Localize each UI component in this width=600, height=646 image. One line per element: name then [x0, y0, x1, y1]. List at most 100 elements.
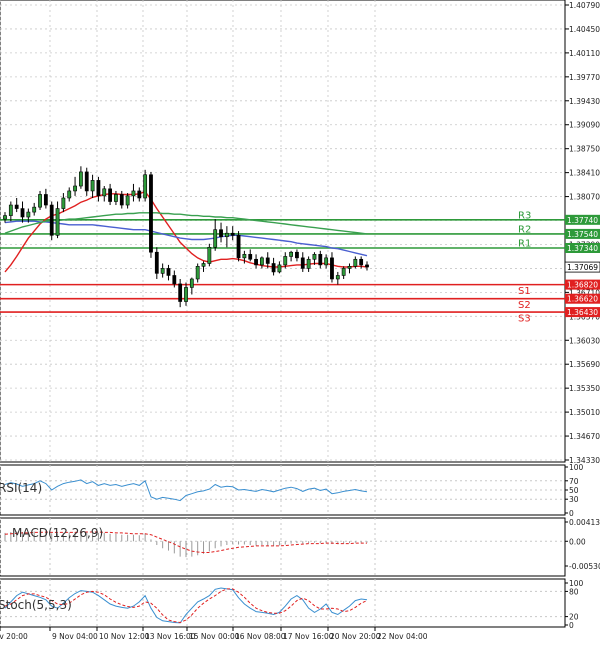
candle-body — [265, 257, 270, 264]
candle-body — [189, 278, 194, 288]
time-tick-label: 16 Nov 08:00 — [235, 632, 286, 641]
candle-body — [84, 171, 89, 192]
candle-body — [55, 208, 60, 236]
candle-body — [230, 232, 235, 236]
candle-body — [131, 190, 136, 197]
price-tick-label: 1.39770 — [569, 73, 600, 82]
stoch-tick-label: 100 — [569, 579, 584, 588]
candle-body — [254, 258, 258, 266]
candle-body — [102, 188, 107, 197]
candle-body — [300, 257, 305, 269]
candle-body — [125, 195, 130, 206]
candle-body — [79, 171, 83, 187]
price-tick-label: 1.38750 — [569, 145, 600, 154]
macd-tick-label: 0.004136 — [569, 518, 600, 527]
candle-body — [154, 251, 159, 274]
candle-body — [224, 232, 229, 238]
time-tick-label: 17 Nov 16:00 — [283, 632, 334, 641]
time-tick-label: 15 Nov 00:00 — [189, 632, 240, 641]
level-price-tag — [565, 293, 600, 304]
level-price-text: 1.36820 — [567, 281, 598, 290]
candle-body — [289, 251, 293, 257]
candle-body — [207, 246, 212, 264]
candle-body — [277, 264, 282, 273]
level-label-r3: R3 — [518, 210, 531, 221]
candle-body — [8, 204, 13, 216]
candle-body — [347, 266, 352, 269]
candle-body — [324, 257, 329, 266]
price-tick-label: 1.35010 — [569, 408, 600, 417]
time-tick-label: 9 Nov 04:00 — [52, 632, 98, 641]
candle-body — [166, 268, 171, 276]
stoch-tick-label: 20 — [569, 613, 579, 622]
candle-body — [73, 185, 77, 192]
price-tick-label: 1.39090 — [569, 121, 600, 130]
level-price-tag — [565, 228, 600, 239]
time-tick-label: 13 Nov 16:00 — [145, 632, 196, 641]
macd-signal-line — [4, 531, 367, 553]
candle-body — [248, 254, 253, 260]
stoch-tick-label: 0 — [569, 621, 574, 630]
rsi-line — [4, 479, 368, 502]
candle-body — [38, 194, 42, 208]
candle-body — [219, 229, 223, 238]
stoch-d-line — [4, 588, 368, 624]
candle-body — [14, 204, 19, 209]
candle-body — [108, 188, 112, 202]
current-price-text: 1.37069 — [567, 263, 598, 272]
candle-body — [312, 254, 317, 260]
macd-panel: MACD(12,26,9) 0.004136 0.00 -0.005308 — [0, 517, 600, 577]
price-tick-label: 1.40790 — [569, 1, 600, 10]
candle-body — [236, 235, 241, 259]
rsi-tick-label: 100 — [569, 463, 584, 472]
candle-body — [49, 204, 54, 236]
level-price-tag — [565, 214, 600, 225]
price-tick-label: 1.34330 — [569, 456, 600, 465]
stoch-label: Stoch(5,5,3) — [0, 598, 72, 612]
candle-body — [178, 283, 183, 302]
level-label-s2: S2 — [518, 300, 531, 311]
candle-body — [114, 194, 118, 202]
price-tick-label: 1.40110 — [569, 49, 600, 58]
level-price-text: 1.36620 — [567, 295, 598, 304]
candle-body — [242, 254, 247, 259]
candle-body — [318, 254, 323, 266]
level-price-text: 1.37540 — [567, 230, 598, 239]
time-tick-label: 22 Nov 04:00 — [377, 632, 428, 641]
price-tick-label: 1.35690 — [569, 360, 600, 369]
candle-body — [201, 263, 206, 267]
price-tick-label: 1.38410 — [569, 169, 600, 178]
macd-tick-label: -0.005308 — [569, 562, 600, 571]
price-tick-label: 1.40450 — [569, 25, 600, 34]
candle-body — [96, 180, 101, 197]
candle-body — [353, 258, 358, 267]
moving-average-line — [4, 190, 368, 273]
level-label-r1: R1 — [518, 238, 531, 249]
level-price-text: 1.37740 — [567, 216, 598, 225]
price-tick-label: 1.39430 — [569, 97, 600, 106]
level-label-s3: S3 — [518, 314, 531, 325]
level-price-tag — [565, 242, 600, 253]
candle-body — [160, 268, 165, 274]
candle-body — [283, 256, 288, 266]
price-tick-label: 1.38070 — [569, 193, 600, 202]
level-price-text: 1.36430 — [567, 308, 598, 317]
level-label-r2: R2 — [518, 224, 531, 235]
candle-body — [172, 275, 177, 285]
candle-body — [32, 206, 37, 213]
candle-body — [20, 208, 25, 218]
candle-body — [143, 174, 148, 199]
candle-body — [67, 190, 72, 199]
candle-body — [306, 258, 311, 269]
moving-average-line — [4, 220, 368, 257]
moving-average-line — [4, 212, 368, 235]
rsi-tick-label: 70 — [569, 477, 579, 486]
current-price-tag — [564, 261, 600, 273]
stoch-k-line — [4, 587, 368, 624]
candle-body — [90, 180, 95, 192]
candle-body — [184, 287, 188, 302]
rsi-tick-label: 50 — [569, 486, 579, 495]
